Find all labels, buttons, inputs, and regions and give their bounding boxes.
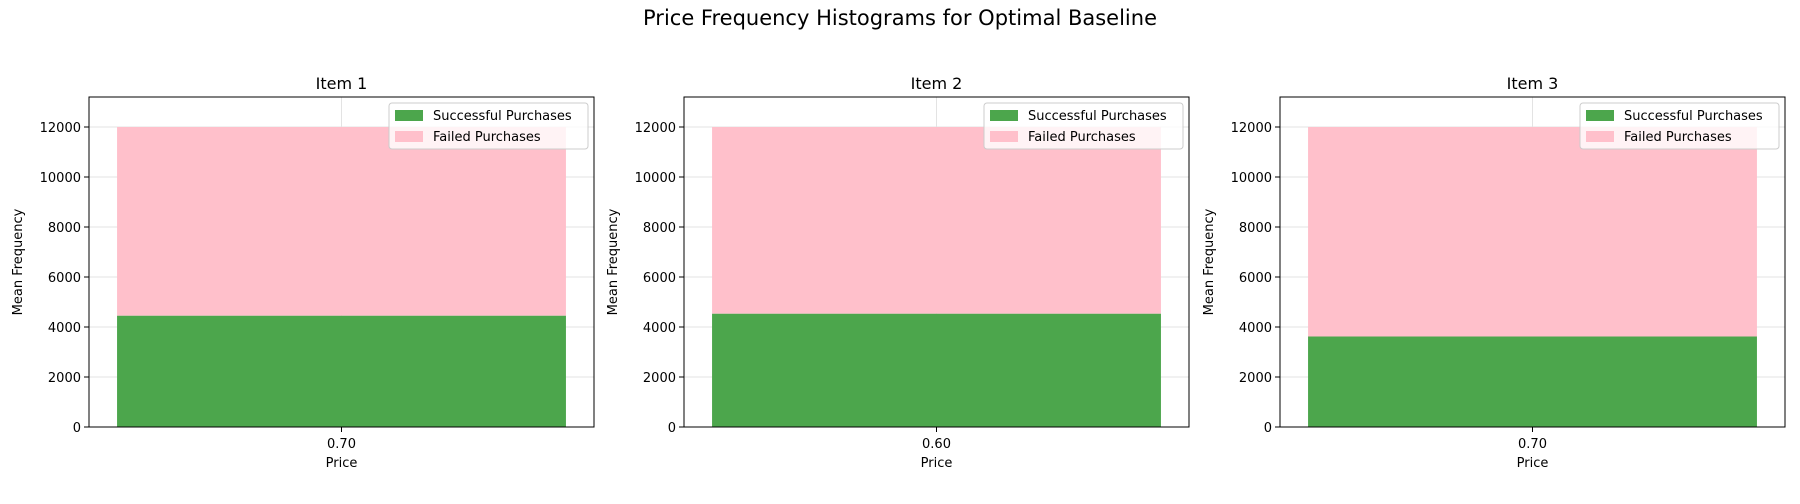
y-tick-label: 12000 (635, 121, 676, 136)
chart-panels: 0 2000 4000 6000 8000 10000 12000 0.70 Price Mean… (11, 74, 1786, 471)
y-tick-label: 12000 (1231, 121, 1272, 136)
y-tick-label: 4000 (1239, 321, 1272, 336)
legend-label-failed: Failed Purchases (1028, 130, 1136, 145)
legend-box (983, 102, 1184, 150)
legend-label-success: Successful Purchases (1624, 109, 1763, 124)
y-axis-label: Mean Frequency (606, 208, 621, 315)
legend: Successful Purchases Failed Purchases (1579, 102, 1780, 150)
legend-swatch-success (990, 110, 1018, 121)
panel-title: Item 1 (316, 74, 368, 93)
panel-title: Item 2 (911, 74, 963, 93)
y-tick-label: 10000 (1231, 171, 1272, 186)
y-tick-label: 0 (1264, 421, 1272, 436)
y-tick-label: 12000 (40, 121, 81, 136)
bar-successful-purchases (1308, 336, 1757, 427)
bar-successful-purchases (117, 315, 566, 427)
y-axis-label: Mean Frequency (1202, 208, 1217, 315)
chart-panel-2: 0 2000 4000 6000 8000 10000 12000 0.60 Price Mean… (606, 74, 1190, 471)
legend-label-failed: Failed Purchases (1624, 130, 1732, 145)
y-tick-label: 4000 (48, 321, 81, 336)
y-tick-label: 8000 (643, 221, 676, 236)
y-tick-label: 2000 (643, 371, 676, 386)
legend-swatch-failed (395, 131, 423, 142)
figure-title: Price Frequency Histograms for Optimal B… (643, 6, 1157, 30)
x-tick-label: 0.60 (922, 437, 951, 452)
chart-panel-1: 0 2000 4000 6000 8000 10000 12000 0.70 Price Mean… (11, 74, 595, 471)
bar-successful-purchases (712, 313, 1161, 427)
y-tick-label: 8000 (48, 221, 81, 236)
bar-failed-purchases (1308, 127, 1757, 337)
chart-panel-3: 0 2000 4000 6000 8000 10000 12000 0.70 Price Mean… (1202, 74, 1786, 471)
y-tick-label: 2000 (1239, 371, 1272, 386)
y-axis-label: Mean Frequency (11, 208, 26, 315)
legend-swatch-failed (1586, 131, 1614, 142)
legend-swatch-success (1586, 110, 1614, 121)
y-tick-label: 6000 (1239, 271, 1272, 286)
legend-swatch-success (395, 110, 423, 121)
x-tick-label: 0.70 (327, 437, 356, 452)
legend: Successful Purchases Failed Purchases (983, 102, 1184, 150)
legend-label-success: Successful Purchases (433, 109, 572, 124)
y-tick-label: 10000 (40, 171, 81, 186)
legend-box (1579, 102, 1780, 150)
x-axis-label: Price (921, 456, 953, 471)
y-tick-label: 2000 (48, 371, 81, 386)
y-tick-label: 10000 (635, 171, 676, 186)
y-tick-label: 0 (668, 421, 676, 436)
x-axis-label: Price (326, 456, 358, 471)
legend: Successful Purchases Failed Purchases (388, 102, 589, 150)
legend-swatch-failed (990, 131, 1018, 142)
legend-box (388, 102, 589, 150)
x-axis-label: Price (1517, 456, 1549, 471)
bar-failed-purchases (712, 127, 1161, 314)
x-tick-label: 0.70 (1518, 437, 1547, 452)
y-tick-label: 8000 (1239, 221, 1272, 236)
y-tick-label: 4000 (643, 321, 676, 336)
y-tick-label: 6000 (48, 271, 81, 286)
bar-failed-purchases (117, 127, 566, 316)
legend-label-success: Successful Purchases (1028, 109, 1167, 124)
y-tick-label: 6000 (643, 271, 676, 286)
y-tick-label: 0 (73, 421, 81, 436)
legend-label-failed: Failed Purchases (433, 130, 541, 145)
panel-title: Item 3 (1507, 74, 1559, 93)
